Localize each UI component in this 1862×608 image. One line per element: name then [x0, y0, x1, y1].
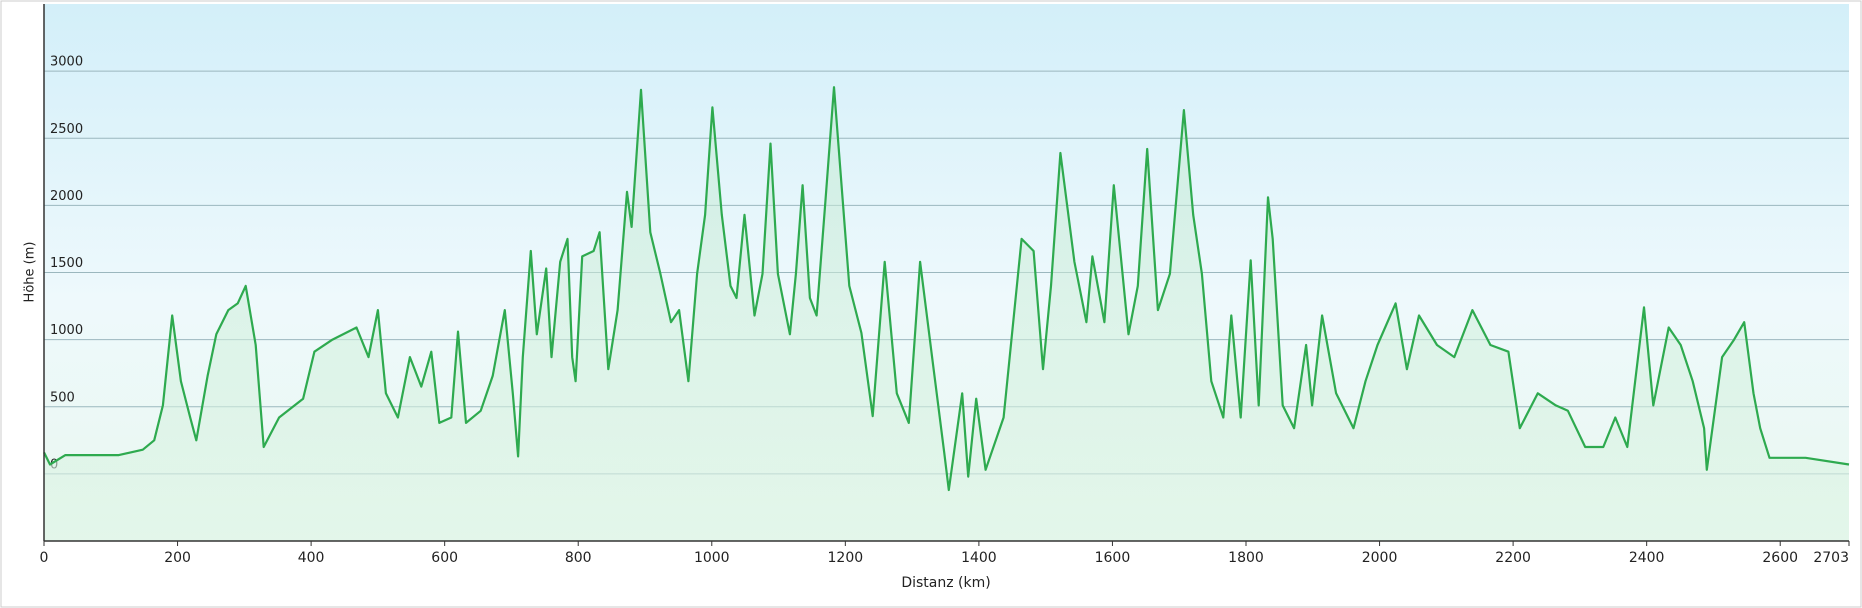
y-tick-label: 2500 — [50, 122, 83, 137]
x-tick-label: 800 — [565, 550, 592, 566]
y-tick-label: 1000 — [50, 323, 83, 338]
x-tick-label: 1400 — [961, 550, 997, 566]
area-fill — [44, 87, 1849, 541]
x-tick-label: 2703 — [1813, 550, 1849, 566]
x-tick-label: 200 — [164, 550, 191, 566]
x-axis-title: Distanz (km) — [901, 575, 990, 591]
y-tick-label: 3000 — [50, 55, 83, 70]
x-tick-label: 1000 — [694, 550, 730, 566]
x-tick-label: 1200 — [828, 550, 864, 566]
y-axis-title: Höhe (m) — [23, 242, 38, 303]
x-tick-label: 2400 — [1629, 550, 1665, 566]
y-tick-label: 2000 — [50, 189, 83, 204]
x-tick-label: 1800 — [1228, 550, 1264, 566]
x-tick-label: 600 — [431, 550, 458, 566]
x-tick-label: 1600 — [1095, 550, 1131, 566]
elevation-line — [43, 86, 1850, 492]
y-tick-label: 500 — [50, 390, 75, 405]
y-tick-label: 1500 — [50, 256, 83, 271]
x-tick-label: 0 — [40, 550, 49, 566]
x-tick-label: 2200 — [1495, 550, 1531, 566]
x-tick-label: 400 — [298, 550, 325, 566]
x-tick-label: 2000 — [1362, 550, 1398, 566]
x-tick-label: 2600 — [1762, 550, 1798, 566]
